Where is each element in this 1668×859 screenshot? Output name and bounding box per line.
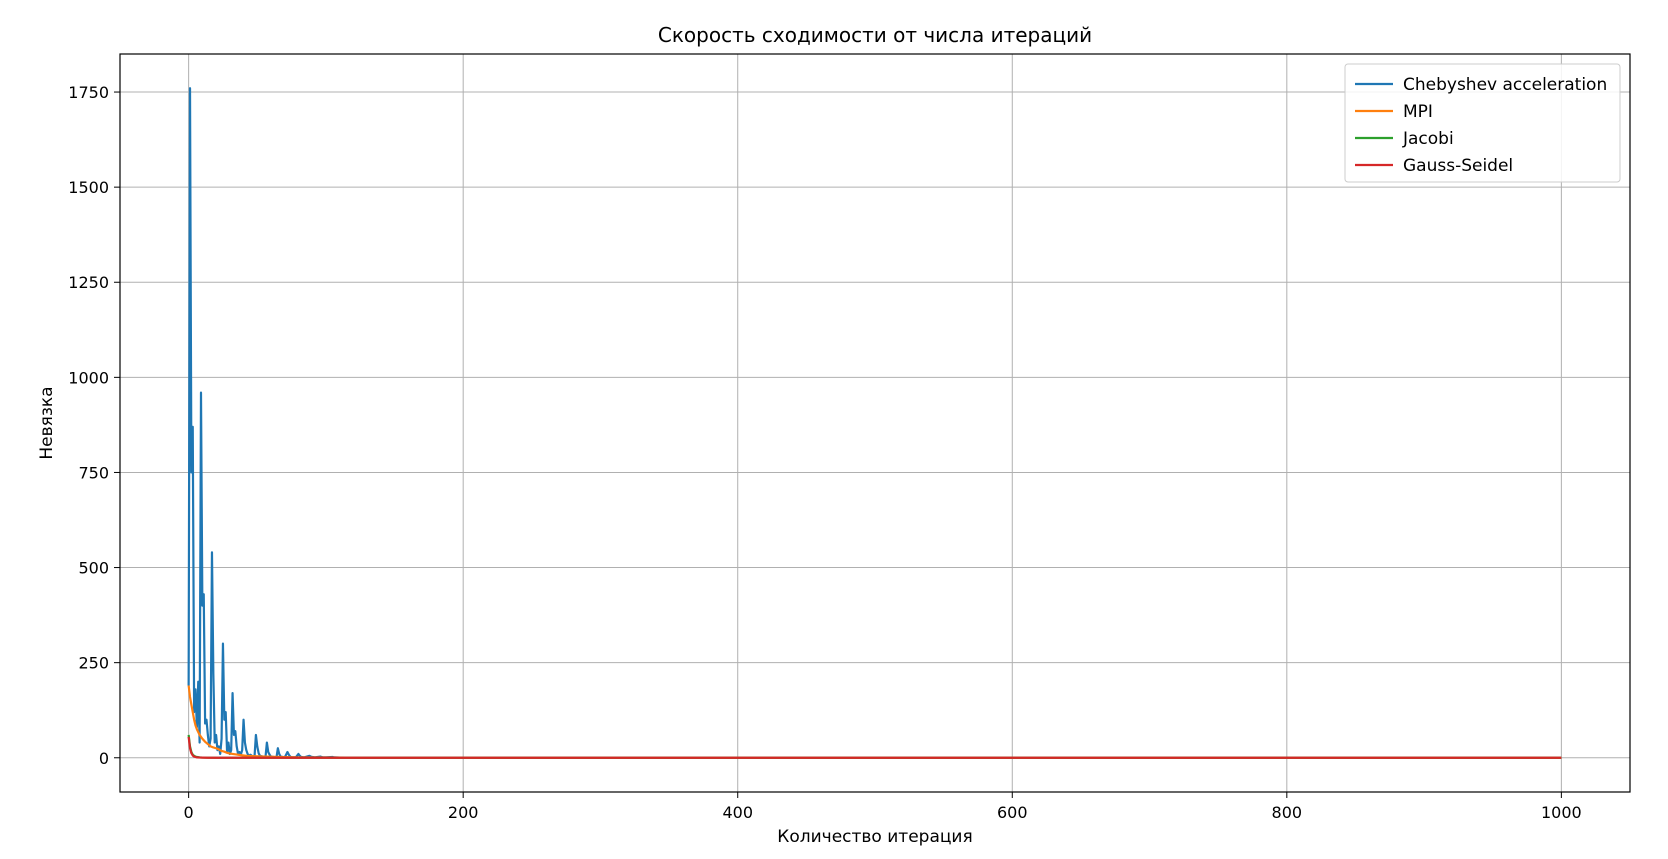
legend-label-2: Jacobi [1402, 129, 1454, 149]
x-tick-label: 600 [997, 803, 1028, 822]
x-tick-label: 800 [1272, 803, 1303, 822]
y-axis-label: Невязка [37, 386, 57, 459]
legend-label-1: MPI [1403, 102, 1433, 122]
x-tick-label: 400 [722, 803, 753, 822]
y-tick-label: 1500 [68, 178, 109, 197]
y-tick-label: 500 [78, 559, 109, 578]
plot-frame [119, 53, 1631, 793]
legend-box [1344, 63, 1621, 183]
y-tick-label: 1000 [68, 368, 109, 387]
series-line-3 [187, 736, 1562, 759]
chart-title: Скорость сходимости от числа итераций [658, 23, 1092, 47]
x-tick-label: 200 [448, 803, 479, 822]
x-tick-label: 1000 [1541, 803, 1582, 822]
x-tick-label: 0 [184, 803, 194, 822]
y-tick-label: 750 [78, 463, 109, 482]
legend-label-3: Gauss-Seidel [1403, 156, 1513, 176]
y-tick-label: 1750 [68, 83, 109, 102]
y-tick-label: 250 [78, 654, 109, 673]
legend-label-0: Chebyshev acceleration [1403, 75, 1607, 95]
axis-ticks: 0 200 400 600 800 1000 0 250 500 750 1000 1250 1500 1… [68, 83, 1581, 822]
y-tick-label: 1250 [68, 273, 109, 292]
x-axis-label: Количество итерация [777, 827, 972, 847]
y-tick-label: 0 [99, 749, 109, 768]
series-lines [187, 87, 1562, 759]
legend: Chebyshev acceleration MPI Jacobi Gauss-Sei… [1344, 63, 1621, 183]
